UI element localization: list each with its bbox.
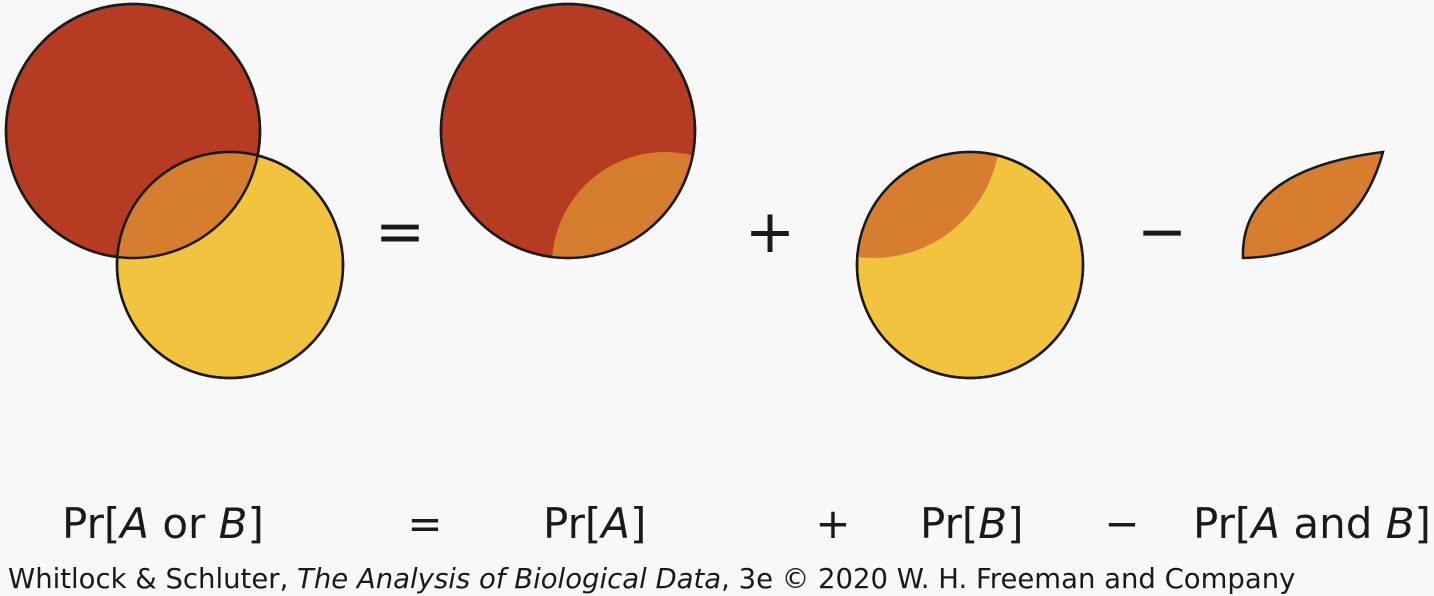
plus-symbol: + xyxy=(745,197,795,267)
union-venn-group xyxy=(4,2,345,380)
credit-line: Whitlock & Schluter, The Analysis of Bio… xyxy=(8,563,1295,595)
formula-equals: = xyxy=(407,499,442,548)
formula-pr-a-or-b: Pr[A or B] xyxy=(62,499,264,548)
event-b-overlap-part xyxy=(857,152,1000,258)
intersection-lens xyxy=(1241,150,1385,260)
formula-plus: + xyxy=(815,499,850,548)
event-a-outline-alone xyxy=(439,2,697,260)
event-b-group xyxy=(855,150,1085,380)
formula-row: Pr[A or B] = Pr[A] + Pr[B] − Pr[A and B] xyxy=(62,499,1431,548)
event-b-outline xyxy=(115,150,345,380)
event-a-overlap-part xyxy=(552,152,695,258)
minus-symbol: − xyxy=(1137,197,1187,267)
event-a-outline xyxy=(4,2,262,260)
formula-pr-b: Pr[B] xyxy=(920,499,1023,548)
event-b-outline-alone xyxy=(855,150,1085,380)
formula-pr-a-and-b: Pr[A and B] xyxy=(1193,499,1431,548)
overlap-region xyxy=(117,152,260,258)
formula-pr-a: Pr[A] xyxy=(543,499,646,548)
formula-minus: − xyxy=(1104,499,1139,548)
event-a-group xyxy=(439,2,697,260)
equals-symbol: = xyxy=(375,197,425,267)
